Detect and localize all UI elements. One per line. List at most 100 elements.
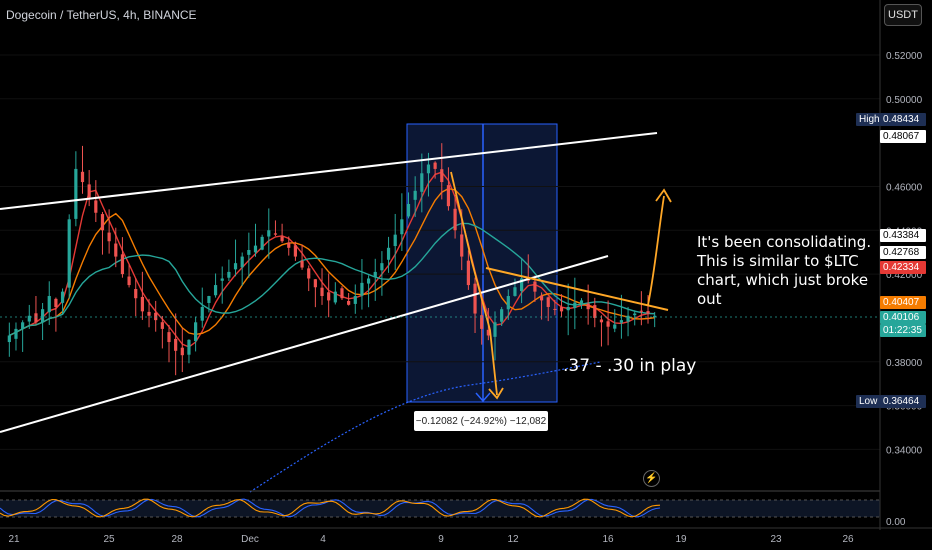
long-moving-average-line [249,361,601,493]
candle-body [360,282,364,296]
candle-body [413,190,417,200]
upper-channel-line [0,132,658,210]
moving-average-line [8,187,655,337]
candle-body [473,283,477,314]
candle-body [486,329,490,336]
candle-body [273,233,278,235]
candle-body [213,285,218,296]
candle-body [94,200,98,213]
time-axis: 21 25 28 Dec 4 9 12 16 19 23 26 [8,534,854,545]
candle-body [134,289,138,299]
candle-body [606,321,610,327]
candle-body [220,278,224,281]
candle-body [340,288,344,299]
candle-body [60,291,65,303]
breakout-arrow-head [655,188,672,203]
lightning-icon[interactable]: ⚡ [643,470,660,487]
candle-body [559,307,564,312]
breakout-arrow-path [647,195,665,306]
candle-body [120,254,125,275]
last-price-tag: 0.40106 [880,311,926,324]
lower-channel-line [0,255,609,433]
high-label: High [856,113,880,126]
candle-body [267,230,271,237]
candle-body [626,315,630,322]
candle-body [546,297,550,307]
candle-body [74,168,78,219]
candle-body [460,234,464,257]
candle-body [520,278,524,292]
candle-body [287,242,291,248]
down-arrow-path [450,171,498,396]
candle-body [500,309,504,322]
candle-body [247,250,251,255]
candle-body [653,315,657,318]
x-tick-label: 25 [103,534,115,545]
candle-body [253,245,258,253]
candle-body [34,313,38,323]
candle-body [639,310,643,312]
candle-body [327,292,331,301]
y-tick-label: 0.38000 [886,358,923,369]
low-value-tag: 0.36464 [880,395,926,408]
candlesticks [7,143,657,376]
candle-body [533,281,537,292]
candle-body [333,291,337,303]
candle-body [599,319,604,323]
candle-body [160,322,164,329]
price-tag-4: 0.42334 [880,261,926,274]
price-tag-3: 0.42768 [880,246,926,259]
x-tick-label: 12 [507,534,519,545]
countdown-tag: 01:22:35 [880,324,926,337]
candle-body [67,219,71,288]
candle-body [147,311,151,316]
candle-body [307,268,311,279]
candle-body [320,287,324,297]
oscillator [0,498,661,518]
annotation-target: .37 - .30 in play [563,356,697,376]
candle-body [506,296,510,310]
x-tick-label: 26 [842,534,854,545]
candle-body [27,315,31,322]
x-tick-label: 23 [770,534,782,545]
high-value-tag: 0.48434 [880,113,926,126]
candle-body [586,303,590,310]
candle-body [347,300,351,305]
x-tick-label: 28 [171,534,183,545]
candle-body [366,278,371,284]
candle-body [579,300,584,304]
candle-body [200,306,204,321]
candle-body [80,171,85,183]
candle-body [187,339,191,355]
price-tag-5: 0.40407 [880,296,926,309]
y-tick-label: 0.50000 [886,95,923,106]
candle-body [553,308,557,310]
candle-body [114,243,118,257]
candle-body [493,322,497,337]
x-tick-label: 4 [320,534,326,545]
candle-body [14,328,18,339]
candle-body [613,324,617,329]
candle-body [386,247,391,260]
candle-body [21,322,25,329]
candle-body [453,208,457,231]
moving-average-line [8,222,655,337]
candle-body [240,256,244,268]
candle-body [260,236,264,250]
candle-body [646,311,650,314]
down-arrow-head [488,387,504,400]
oscillator-line-d [0,498,661,518]
currency-button[interactable]: USDT [884,4,922,26]
annotation-consolidating: It's been consolidating. This is similar… [697,233,872,308]
price-tag-1: 0.48067 [880,130,926,143]
candle-body [480,315,484,329]
x-tick-label: 21 [8,534,20,545]
candle-body [566,306,570,311]
grid [0,54,880,450]
candle-body [633,313,637,316]
candle-body [180,347,184,356]
candle-body [233,263,238,270]
candle-body [353,296,357,304]
y-tick-label: 0.34000 [886,445,923,456]
